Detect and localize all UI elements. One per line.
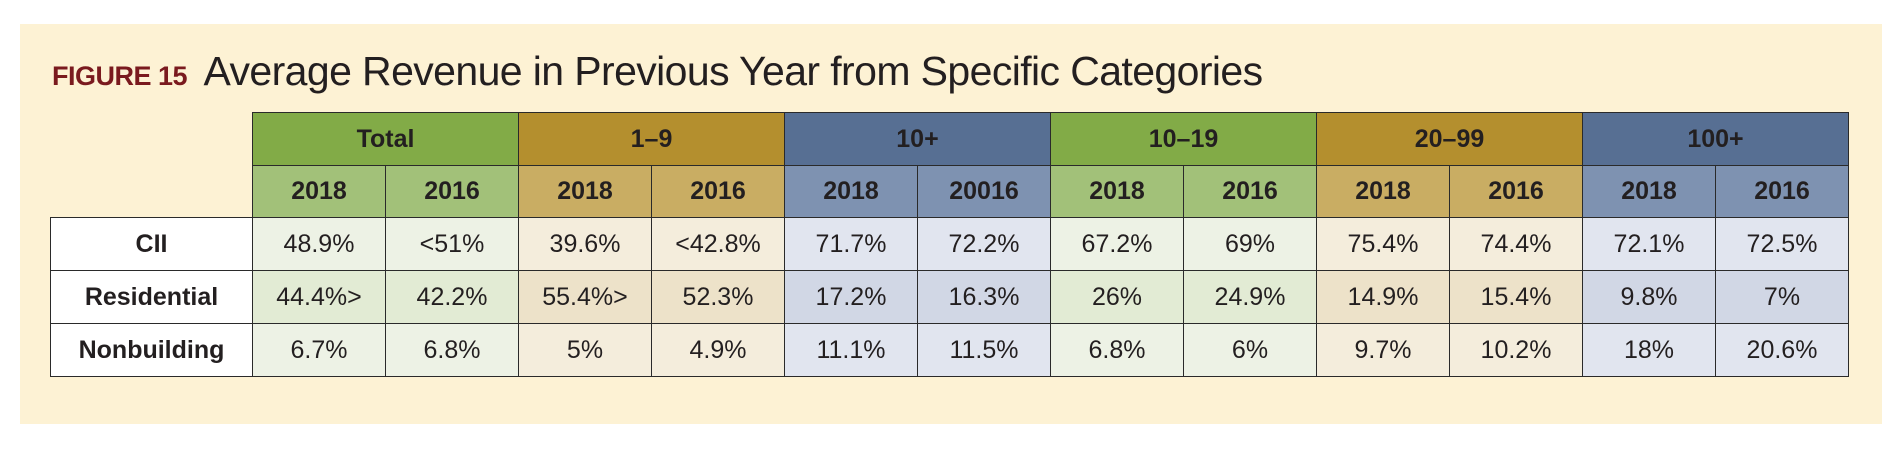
figure-panel: FIGURE 15 Average Revenue in Previous Ye… (20, 24, 1882, 424)
row-label: Residential (50, 270, 253, 324)
data-cell: 75.4% (1316, 217, 1450, 271)
group-header: 100+ (1582, 112, 1849, 166)
data-cell: 11.5% (917, 323, 1051, 377)
row-label: CII (50, 217, 253, 271)
data-cell: 7% (1715, 270, 1849, 324)
data-cell: 69% (1183, 217, 1317, 271)
data-cell: 11.1% (784, 323, 918, 377)
year-header: 2016 (385, 165, 519, 218)
group-header: 1–9 (518, 112, 785, 166)
year-header: 2018 (1582, 165, 1716, 218)
data-cell: 42.2% (385, 270, 519, 324)
data-cell: 26% (1050, 270, 1184, 324)
data-cell: 72.1% (1582, 217, 1716, 271)
data-cell: 15.4% (1449, 270, 1583, 324)
data-cell: 44.4%> (252, 270, 386, 324)
data-cell: <51% (385, 217, 519, 271)
data-cell: <42.8% (651, 217, 785, 271)
group-header: 10+ (784, 112, 1051, 166)
data-cell: 17.2% (784, 270, 918, 324)
year-header: 2018 (1050, 165, 1184, 218)
table-row: CII 48.9% <51% 39.6% <42.8% 71.7% 72.2% 67.2% 69… (50, 217, 1849, 271)
figure-title-row: FIGURE 15 Average Revenue in Previous Ye… (52, 48, 1263, 95)
figure-label: FIGURE 15 (52, 61, 188, 91)
year-header: 20016 (917, 165, 1051, 218)
year-header: 2018 (252, 165, 386, 218)
data-cell: 52.3% (651, 270, 785, 324)
data-cell: 18% (1582, 323, 1716, 377)
year-header: 2016 (1449, 165, 1583, 218)
group-header: Total (252, 112, 519, 166)
data-cell: 5% (518, 323, 652, 377)
group-header: 20–99 (1316, 112, 1583, 166)
table-row: Residential 44.4%> 42.2% 55.4%> 52.3% 17.2% 16… (50, 270, 1849, 324)
data-cell: 74.4% (1449, 217, 1583, 271)
year-header: 2018 (518, 165, 652, 218)
figure-title: Average Revenue in Previous Year from Sp… (203, 48, 1264, 94)
year-header: 2016 (651, 165, 785, 218)
row-label: Nonbuilding (50, 323, 253, 377)
table-row: Nonbuilding 6.7% 6.8% 5% 4.9% 11.1% 11.5% 6.8% 6… (50, 323, 1849, 377)
data-cell: 10.2% (1449, 323, 1583, 377)
data-cell: 72.2% (917, 217, 1051, 271)
data-cell: 9.8% (1582, 270, 1716, 324)
data-cell: 55.4%> (518, 270, 652, 324)
table-corner (51, 113, 253, 218)
group-header: 10–19 (1050, 112, 1317, 166)
data-cell: 4.9% (651, 323, 785, 377)
data-cell: 71.7% (784, 217, 918, 271)
data-cell: 9.7% (1316, 323, 1450, 377)
data-cell: 16.3% (917, 270, 1051, 324)
data-cell: 72.5% (1715, 217, 1849, 271)
year-header: 2016 (1183, 165, 1317, 218)
data-cell: 6% (1183, 323, 1317, 377)
group-header-row: Total 1–9 10+ 10–19 20–99 100+ (51, 112, 1849, 166)
data-cell: 14.9% (1316, 270, 1450, 324)
data-cell: 6.8% (385, 323, 519, 377)
data-cell: 39.6% (518, 217, 652, 271)
data-cell: 48.9% (252, 217, 386, 271)
data-cell: 24.9% (1183, 270, 1317, 324)
year-header: 2018 (1316, 165, 1450, 218)
data-cell: 20.6% (1715, 323, 1849, 377)
year-header: 2016 (1715, 165, 1849, 218)
year-header: 2018 (784, 165, 918, 218)
revenue-table: Total 1–9 10+ 10–19 20–99 100+ 2018 2016 2018 201… (50, 112, 1849, 377)
year-header-row: 2018 2016 2018 2016 2018 20016 2018 2016 2018 201… (51, 165, 1849, 218)
data-cell: 67.2% (1050, 217, 1184, 271)
data-cell: 6.8% (1050, 323, 1184, 377)
data-cell: 6.7% (252, 323, 386, 377)
